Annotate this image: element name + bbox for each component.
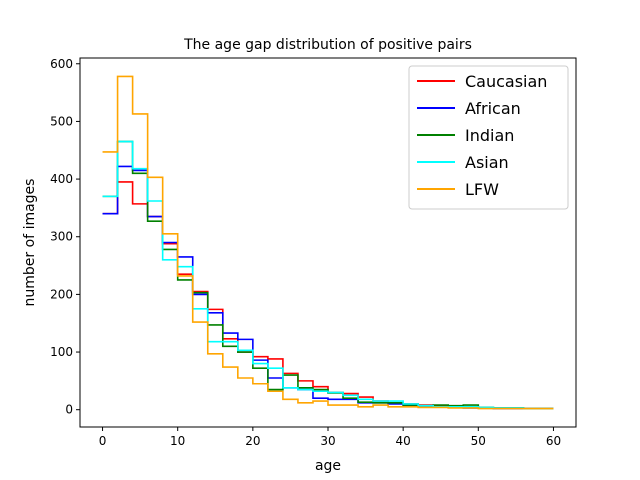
x-tick-label: 50 <box>471 434 486 448</box>
legend: Caucasian African Indian Asian LFW <box>408 65 569 210</box>
y-tick-label: 600 <box>50 57 73 71</box>
y-axis-label: number of images <box>22 179 38 307</box>
series-line-lfw <box>102 75 554 410</box>
y-tick-label: 0 <box>65 403 73 417</box>
legend-label-indian: Indian <box>465 126 514 145</box>
y-tick-label: 200 <box>50 287 73 301</box>
y-tick-label: 500 <box>50 114 73 128</box>
chart-title: The age gap distribution of positive pai… <box>183 37 472 53</box>
legend-label-caucasian: Caucasian <box>465 72 547 91</box>
plot-series <box>102 75 554 410</box>
y-tick-label: 400 <box>50 172 73 186</box>
x-tick-label: 40 <box>396 434 411 448</box>
legend-box <box>408 65 569 210</box>
x-tick-label: 60 <box>546 434 561 448</box>
legend-label-asian: Asian <box>465 153 509 172</box>
y-axis-ticks: 0 100 200 300 400 500 600 <box>50 57 80 417</box>
x-tick-label: 30 <box>320 434 335 448</box>
y-tick-label: 300 <box>50 230 73 244</box>
x-tick-label: 0 <box>99 434 107 448</box>
x-axis-label: age <box>315 458 341 474</box>
x-tick-label: 10 <box>170 434 185 448</box>
series-line-asian <box>102 140 554 410</box>
x-axis-ticks: 0 10 20 30 40 50 60 <box>99 427 561 448</box>
series-line-caucasian <box>102 181 554 410</box>
y-tick-label: 100 <box>50 345 73 359</box>
x-tick-label: 20 <box>245 434 260 448</box>
legend-label-african: African <box>465 99 521 118</box>
legend-label-lfw: LFW <box>465 180 499 199</box>
